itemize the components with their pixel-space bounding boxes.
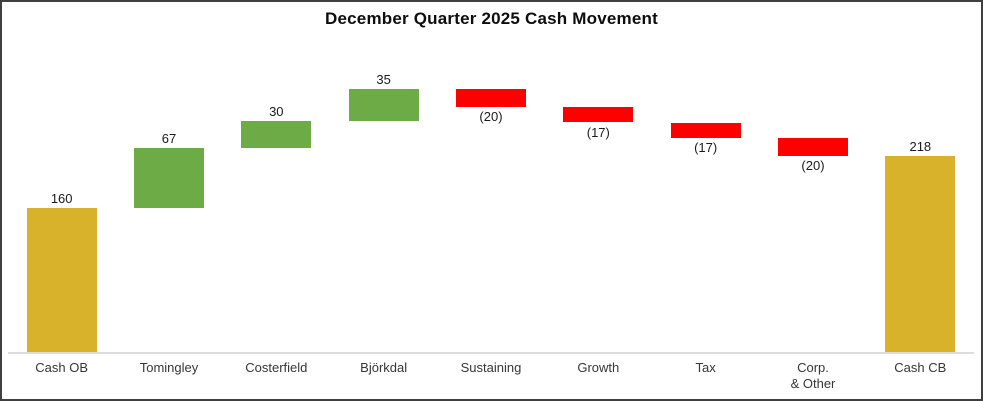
bar-growth (563, 107, 634, 123)
category-column-tomingley: 67 Tomingley (115, 2, 222, 399)
x-axis-baseline (8, 352, 974, 354)
bar-tax (670, 122, 741, 138)
bar-costerfield (241, 120, 312, 148)
category-label-growth: Growth (577, 360, 620, 375)
category-column-bj-rkdal: 35 Björkdal (330, 2, 437, 399)
value-label-tomingley: 67 (161, 130, 177, 146)
category-column-tax: (17) Tax (652, 2, 759, 399)
category-column-corp-other: (20) Corp. & Other (759, 2, 866, 399)
category-column-costerfield: 30 Costerfield (223, 2, 330, 399)
value-label-growth: (17) (586, 124, 610, 140)
bar-tomingley (133, 147, 204, 208)
category-label-tomingley: Tomingley (139, 360, 199, 375)
category-column-cash-ob: 160 Cash OB (8, 2, 115, 399)
value-label-corp-other: (20) (801, 157, 825, 173)
category-column-growth: (17) Growth (545, 2, 652, 399)
value-label-sustaining: (20) (479, 109, 503, 125)
category-column-sustaining: (20) Sustaining (437, 2, 544, 399)
chart-title: December Quarter 2025 Cash Movement (325, 9, 658, 28)
value-label-cash-cb: 218 (909, 138, 932, 154)
plot-area: 160 Cash OB 67 Tomingley 30 Costerfield 35 Björ… (8, 2, 974, 399)
category-label-cash-cb: Cash CB (894, 360, 947, 375)
category-label-tax: Tax (695, 360, 716, 375)
value-label-costerfield: 30 (269, 103, 284, 119)
category-label-cash-ob: Cash OB (35, 360, 89, 375)
category-label-corp-other: Corp. & Other (790, 360, 836, 391)
value-label-cash-ob: 160 (50, 191, 73, 206)
category-label-bj-rkdal: Björkdal (360, 360, 408, 375)
bar-sustaining (455, 89, 526, 108)
category-label-costerfield: Costerfield (245, 360, 308, 375)
category-label-sustaining: Sustaining (460, 360, 522, 375)
bar-cash-cb (885, 155, 956, 352)
category-column-cash-cb: 218 Cash CB (867, 2, 974, 399)
bar-bj-rkdal (348, 89, 419, 121)
value-label-tax: (17) (694, 139, 718, 155)
value-label-bj-rkdal: 35 (376, 72, 391, 88)
bar-corp-other (777, 137, 848, 156)
bar-cash-ob (26, 208, 97, 352)
